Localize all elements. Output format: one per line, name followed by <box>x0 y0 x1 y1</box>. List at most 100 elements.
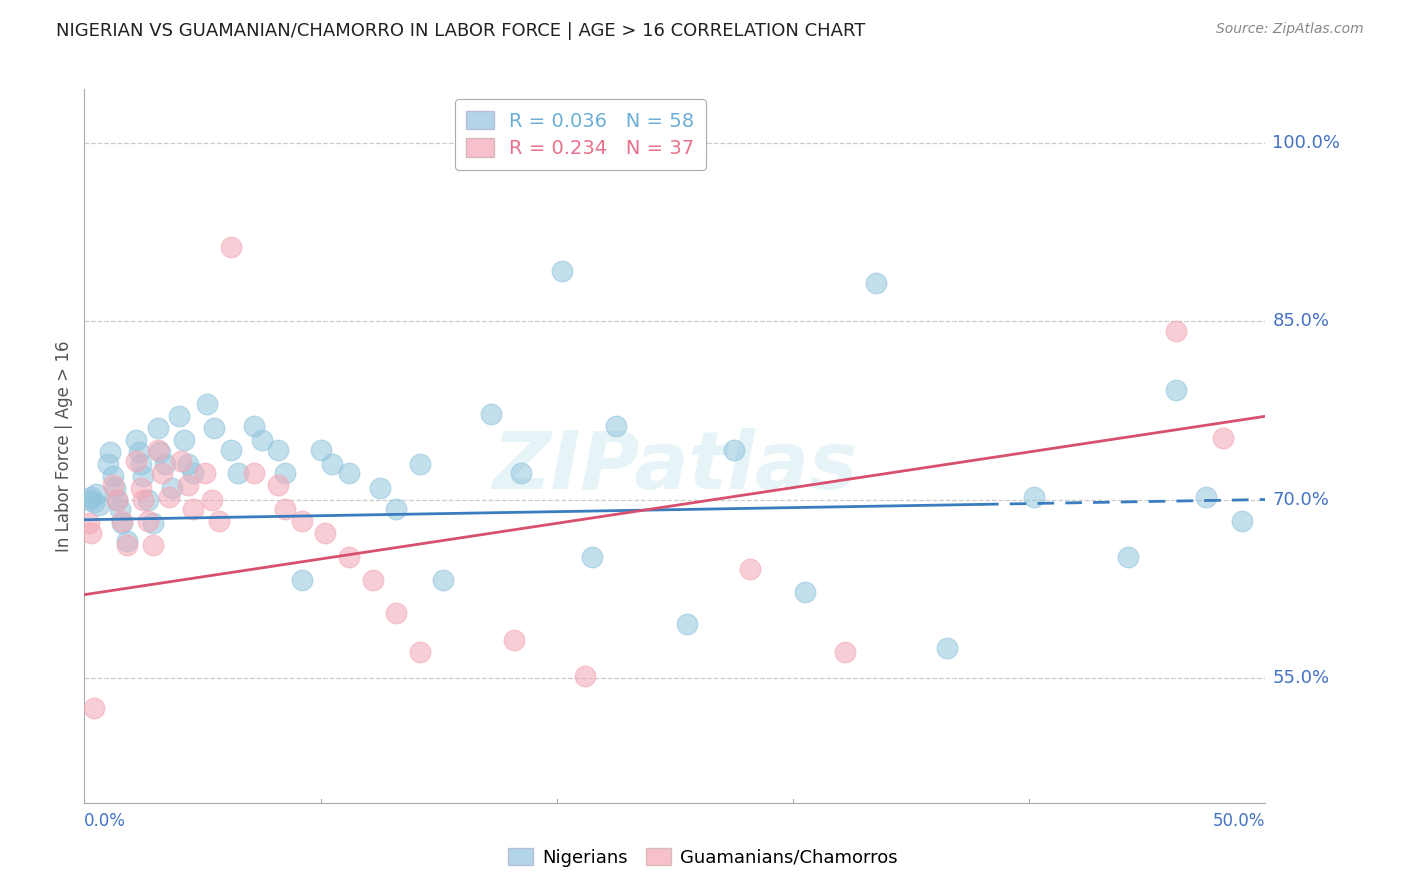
Point <box>77 516 100 531</box>
Point <box>101 478 124 492</box>
Point <box>510 467 533 481</box>
Point <box>108 502 131 516</box>
Text: Source: ZipAtlas.com: Source: ZipAtlas.com <box>1216 22 1364 37</box>
Point <box>219 240 242 254</box>
Legend: R = 0.036   N = 58, R = 0.234   N = 37: R = 0.036 N = 58, R = 0.234 N = 37 <box>454 99 706 169</box>
Point <box>194 467 217 481</box>
Legend: Nigerians, Guamanians/Chamorros: Nigerians, Guamanians/Chamorros <box>501 841 905 874</box>
Point <box>274 502 297 516</box>
Point <box>136 514 159 528</box>
Point <box>125 454 148 468</box>
Text: 55.0%: 55.0% <box>1272 669 1330 687</box>
Point <box>368 481 391 495</box>
Point <box>243 418 266 433</box>
Point <box>202 421 225 435</box>
Point <box>337 549 360 564</box>
Point <box>177 478 200 492</box>
Point <box>111 516 134 531</box>
Point <box>146 442 169 457</box>
Point <box>865 276 887 290</box>
Point <box>935 641 957 656</box>
Point <box>581 549 603 564</box>
Point <box>107 492 129 507</box>
Point <box>675 617 697 632</box>
Point <box>385 606 408 620</box>
Point <box>605 418 627 433</box>
Point <box>142 538 165 552</box>
Point <box>167 409 190 424</box>
Point <box>84 486 107 500</box>
Point <box>80 525 103 540</box>
Point <box>219 442 242 457</box>
Point <box>195 397 218 411</box>
Point <box>101 468 124 483</box>
Point <box>208 514 231 528</box>
Point <box>80 490 103 504</box>
Point <box>115 538 138 552</box>
Point <box>170 454 193 468</box>
Point <box>409 645 432 659</box>
Point <box>1195 490 1218 504</box>
Point <box>160 481 183 495</box>
Point <box>115 534 138 549</box>
Point <box>291 574 314 588</box>
Point <box>550 264 572 278</box>
Point <box>111 514 134 528</box>
Point <box>1164 324 1187 338</box>
Point <box>83 700 105 714</box>
Point <box>503 632 526 647</box>
Text: ZIPatlas: ZIPatlas <box>492 428 858 507</box>
Point <box>309 442 332 457</box>
Point <box>107 492 129 507</box>
Point <box>250 433 273 447</box>
Point <box>479 407 502 421</box>
Text: 70.0%: 70.0% <box>1272 491 1329 508</box>
Point <box>267 478 290 492</box>
Point <box>136 492 159 507</box>
Point <box>146 421 169 435</box>
Point <box>409 457 432 471</box>
Point <box>723 442 745 457</box>
Point <box>181 467 204 481</box>
Point <box>321 457 343 471</box>
Point <box>177 457 200 471</box>
Point <box>129 481 152 495</box>
Point <box>128 445 150 459</box>
Point <box>291 514 314 528</box>
Point <box>129 457 152 471</box>
Point <box>142 516 165 531</box>
Point <box>385 502 408 516</box>
Point <box>361 574 384 588</box>
Y-axis label: In Labor Force | Age > 16: In Labor Force | Age > 16 <box>55 340 73 552</box>
Point <box>149 445 172 459</box>
Point <box>132 468 155 483</box>
Point <box>740 561 762 575</box>
Point <box>337 467 360 481</box>
Point <box>153 457 176 471</box>
Point <box>87 499 110 513</box>
Point <box>574 668 596 682</box>
Text: 0.0%: 0.0% <box>84 812 127 830</box>
Point <box>150 467 173 481</box>
Point <box>1212 431 1234 445</box>
Point <box>104 481 127 495</box>
Point <box>201 492 224 507</box>
Point <box>97 457 120 471</box>
Text: NIGERIAN VS GUAMANIAN/CHAMORRO IN LABOR FORCE | AGE > 16 CORRELATION CHART: NIGERIAN VS GUAMANIAN/CHAMORRO IN LABOR … <box>56 22 866 40</box>
Point <box>226 467 249 481</box>
Point <box>793 585 815 599</box>
Point <box>1230 514 1253 528</box>
Point <box>274 467 297 481</box>
Point <box>314 525 336 540</box>
Text: 100.0%: 100.0% <box>1272 134 1340 152</box>
Point <box>157 490 180 504</box>
Point <box>77 492 100 507</box>
Point <box>181 502 204 516</box>
Point <box>125 433 148 447</box>
Text: 50.0%: 50.0% <box>1213 812 1265 830</box>
Point <box>173 433 195 447</box>
Point <box>98 445 121 459</box>
Point <box>432 574 454 588</box>
Point <box>83 495 105 509</box>
Point <box>267 442 290 457</box>
